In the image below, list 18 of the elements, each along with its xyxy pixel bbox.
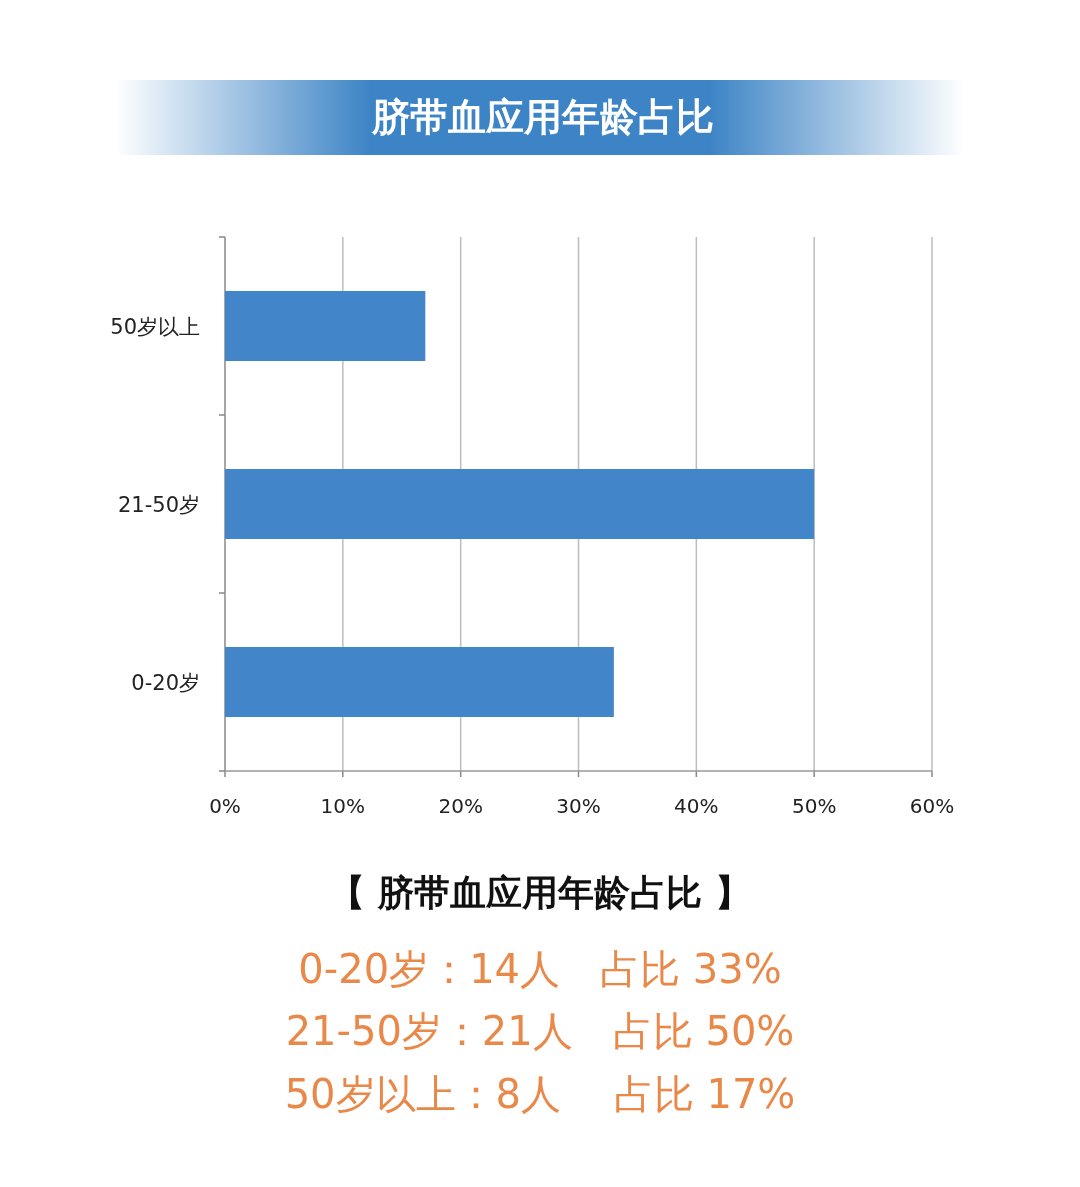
- text: 0-20岁：14人 占比 33%: [298, 946, 782, 992]
- x-tick-label: 10%: [320, 794, 366, 818]
- x-tick-label: 30%: [556, 794, 601, 818]
- bar: [225, 291, 426, 361]
- text: 【 脐带血应用年龄占比 】: [329, 872, 751, 913]
- y-tick-label: 50岁以上: [110, 315, 200, 339]
- bar: [225, 469, 815, 539]
- y-tick-label: 21-50岁: [117, 493, 200, 517]
- x-tick-label: 40%: [674, 794, 719, 818]
- x-tick-label: 0%: [209, 794, 241, 818]
- text: 50岁以上：8人 占比 17%: [284, 1071, 796, 1117]
- y-tick-label: 0-20岁: [131, 671, 200, 695]
- text: 21-50岁：21人 占比 50%: [285, 1008, 795, 1054]
- x-tick-label: 20%: [438, 794, 483, 818]
- bar: [225, 647, 614, 717]
- x-tick-label: 60%: [909, 794, 955, 818]
- chart-title: 脐带血应用年龄占比: [371, 95, 714, 139]
- x-tick-label: 50%: [791, 794, 837, 818]
